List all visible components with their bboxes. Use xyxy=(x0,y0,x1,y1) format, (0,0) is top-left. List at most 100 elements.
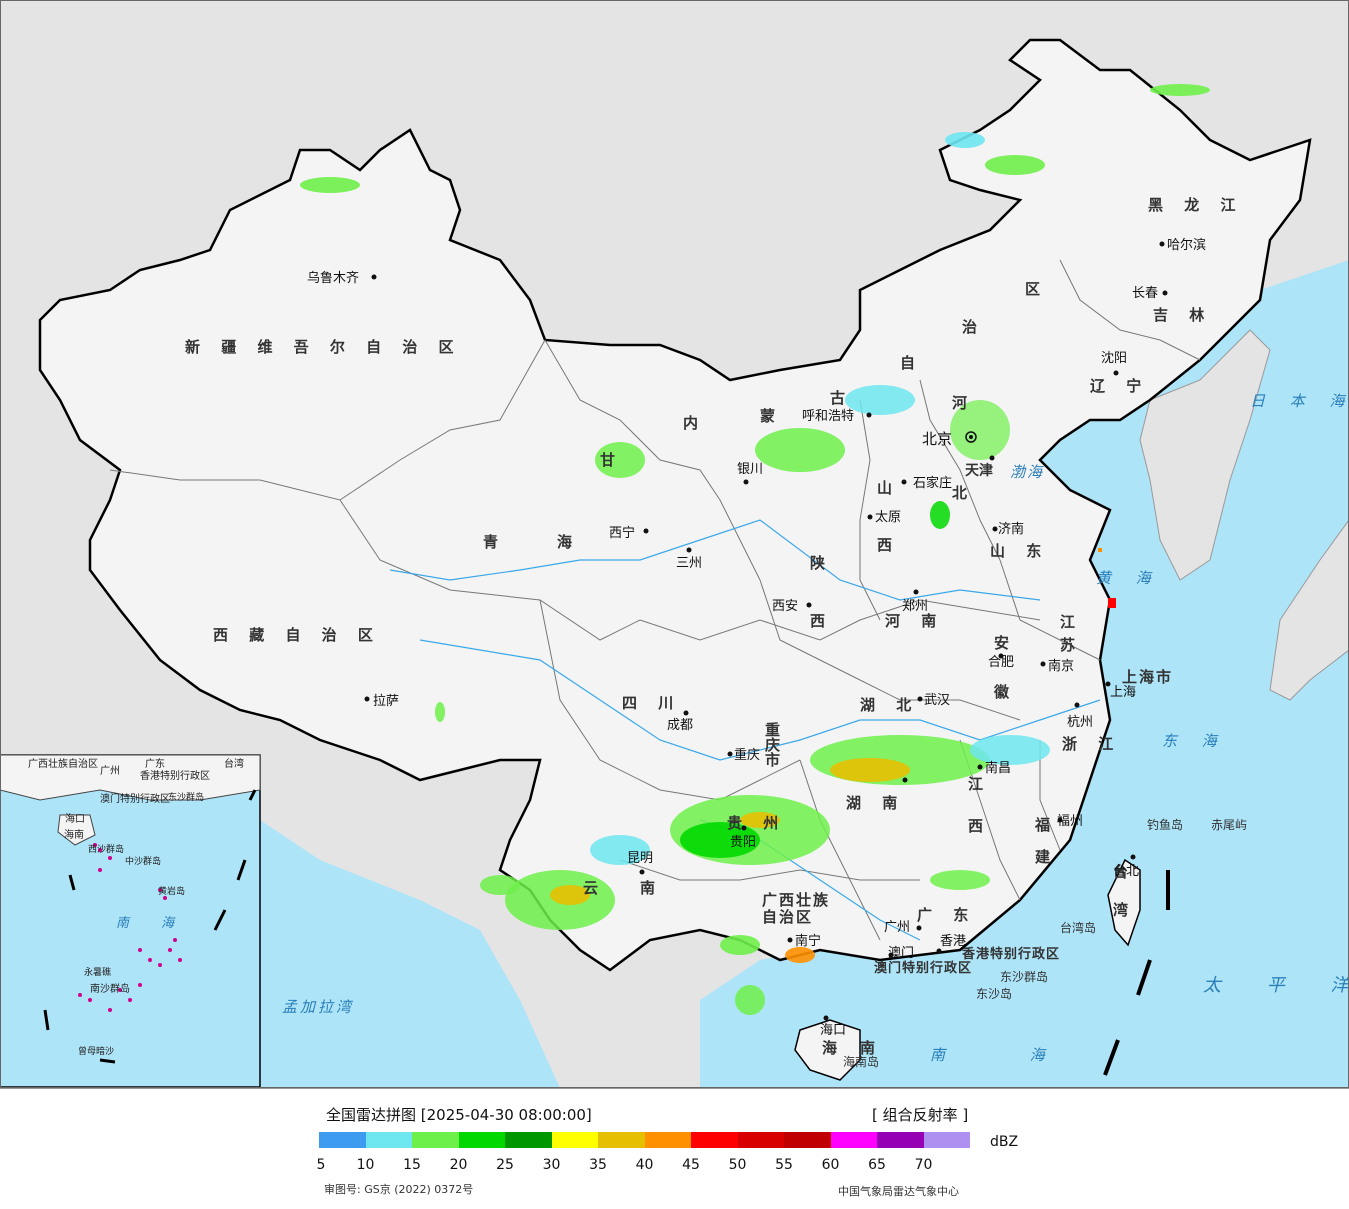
legend-swatch xyxy=(644,1132,691,1148)
legend-tick-label: 70 xyxy=(914,1157,933,1173)
svg-text:海南: 海南 xyxy=(64,828,84,841)
label-guangxi-a: 广西壮族 xyxy=(762,891,830,909)
city-label: 香港 xyxy=(940,934,966,949)
svg-text:黄岩岛: 黄岩岛 xyxy=(158,885,185,897)
svg-text:香港特别行政区: 香港特别行政区 xyxy=(140,769,210,782)
svg-text:广西壮族自治区: 广西壮族自治区 xyxy=(28,757,98,770)
city-label: 银川 xyxy=(737,462,763,477)
label-hebei-he: 河 xyxy=(952,394,975,412)
label-yunnan-yun: 云 xyxy=(583,879,606,897)
label-shandong: 山 东 xyxy=(990,542,1049,560)
dash-line xyxy=(1103,870,1170,1076)
label-xizang: 西 藏 自 治 区 xyxy=(213,626,381,644)
svg-text:南 海: 南 海 xyxy=(116,916,188,931)
legend-swatch xyxy=(598,1132,645,1148)
label-taiwan-wan: 湾 xyxy=(1113,901,1136,919)
city-label: 海口 xyxy=(820,1023,846,1038)
legend-ticks: 5 10 15 20 25 30 35 40 45 50 55 60 65 70 xyxy=(0,1157,1349,1175)
province-boundaries xyxy=(109,259,1201,941)
legend-org: 中国气象局雷达气象中心 xyxy=(838,1185,959,1198)
label-macau: 澳门特别行政区 xyxy=(874,960,972,976)
region-labels: 新 疆 维 吾 尔 自 治 区 西 藏 自 治 区 青 海 黑 龙 江 吉 林 … xyxy=(185,196,1243,1057)
legend-swatch xyxy=(737,1132,784,1148)
sea-taipingyang: 太 平 洋 xyxy=(1203,975,1349,996)
label-henan: 河 南 xyxy=(885,612,944,630)
svg-text:南沙群岛: 南沙群岛 xyxy=(90,982,130,995)
island-hainan: 海南岛 xyxy=(843,1054,879,1069)
city-label: 合肥 xyxy=(988,655,1014,670)
label-shanxi-shan: 山 xyxy=(877,479,900,497)
city-label: 南昌 xyxy=(985,760,1011,776)
legend-tick-label: 40 xyxy=(635,1157,654,1173)
city-label: 长春 xyxy=(1132,286,1158,301)
label-jiangxi-xi: 西 xyxy=(968,817,991,835)
label-qinghai-b: 海 xyxy=(557,533,580,551)
label-hunan: 湖 南 xyxy=(846,794,905,812)
label-xinjiang: 新 疆 维 吾 尔 自 治 区 xyxy=(185,338,462,356)
legend-tick-label: 60 xyxy=(821,1157,840,1173)
legend: 全国雷达拼图 [2025-04-30 08:00:00] [ 组合反射率 ] d… xyxy=(0,1088,1349,1209)
label-shanxi-xi: 西 xyxy=(877,536,900,554)
label-tianjin: 天津 xyxy=(965,462,993,479)
label-taiwan-tai: 台 xyxy=(1113,863,1136,881)
sea-huanghai: 黄 海 xyxy=(1096,569,1161,587)
label-jilin: 吉 林 xyxy=(1153,306,1212,324)
label-qinghai-a: 青 xyxy=(483,533,506,551)
radar-map: 新 疆 维 吾 尔 自 治 区 西 藏 自 治 区 青 海 黑 龙 江 吉 林 … xyxy=(0,0,1349,1088)
legend-tick-label: 35 xyxy=(589,1157,607,1173)
legend-tick-label: 25 xyxy=(496,1157,514,1173)
sea-labels: 渤海 黄 海 东 海 南 海 日 本 海 太 平 洋 孟加拉湾 xyxy=(282,392,1349,1064)
city-label: 武汉 xyxy=(924,693,950,708)
hainan-island xyxy=(794,1019,861,1081)
city-label: 西安 xyxy=(772,599,798,614)
legend-swatch xyxy=(505,1132,552,1148)
label-hubei: 湖 北 xyxy=(860,696,919,714)
inset-labels: 广西壮族自治区 广州 广东 澳门特别行政区 香港特别行政区 海口 西沙群岛 中沙… xyxy=(28,757,244,1057)
legend-tick-label: 15 xyxy=(403,1157,421,1173)
city-label: 西宁 xyxy=(609,525,635,541)
island-dongsha: 东沙岛 xyxy=(976,986,1012,1001)
city-markers xyxy=(364,241,1168,1021)
svg-text:台湾: 台湾 xyxy=(224,757,244,770)
legend-color-bar xyxy=(319,1132,970,1148)
sea-nanhai: 南 海 xyxy=(930,1046,1085,1064)
city-label: 太原 xyxy=(875,510,901,525)
legend-tick-label: 30 xyxy=(542,1157,561,1173)
svg-text:澳门特别行政区: 澳门特别行政区 xyxy=(100,792,170,805)
legend-title: 全国雷达拼图 [2025-04-30 08:00:00] xyxy=(326,1106,592,1124)
label-neimeng-nei: 内 xyxy=(683,414,706,432)
label-guangxi-b: 自治区 xyxy=(762,908,813,926)
legend-swatch xyxy=(365,1132,412,1148)
legend-tick-label: 20 xyxy=(449,1157,468,1173)
label-hainan-nan: 南 xyxy=(860,1039,883,1057)
island-labels: 钓鱼岛 赤尾屿 台湾岛 海南岛 东沙群岛 东沙岛 xyxy=(843,817,1247,1069)
label-gansu: 甘 xyxy=(600,451,623,469)
legend-tick-label: 5 xyxy=(316,1157,326,1173)
legend-swatch xyxy=(551,1132,598,1148)
label-neimeng-zi: 自 xyxy=(900,354,923,372)
label-chongqing: 重庆市 xyxy=(763,721,781,768)
city-label: 乌鲁木齐 xyxy=(307,270,359,286)
island-dongsha-islands: 东沙群岛 xyxy=(1000,969,1048,984)
legend-swatch xyxy=(877,1132,924,1148)
island-diaoyu: 钓鱼岛 xyxy=(1147,817,1183,832)
city-label: 三州 xyxy=(676,556,702,571)
legend-swatch xyxy=(830,1132,877,1148)
island-taiwan: 台湾岛 xyxy=(1060,920,1096,935)
label-neimeng-gu: 古 xyxy=(830,389,853,407)
city-label: 广州 xyxy=(884,920,910,935)
legend-tick-label: 45 xyxy=(682,1157,700,1173)
city-label: 上海 xyxy=(1110,685,1136,700)
label-anhui-an: 安 xyxy=(994,634,1017,652)
label-hk: 香港特别行政区 xyxy=(961,946,1060,962)
legend-unit: dBZ xyxy=(990,1134,1019,1150)
label-heilongjiang: 黑 龙 江 xyxy=(1148,196,1243,214)
svg-text:曾母暗沙: 曾母暗沙 xyxy=(78,1045,114,1057)
legend-tick-label: 65 xyxy=(868,1157,886,1173)
sea-riben: 日 本 海 xyxy=(1250,392,1349,410)
label-fujian-jian: 建 xyxy=(1035,848,1058,866)
city-label: 济南 xyxy=(998,521,1024,537)
legend-approval: 审图号: GS京 (2022) 0372号 xyxy=(324,1183,474,1196)
svg-text:中沙群岛: 中沙群岛 xyxy=(125,855,161,867)
label-jiangsu-su: 苏 xyxy=(1060,636,1083,654)
